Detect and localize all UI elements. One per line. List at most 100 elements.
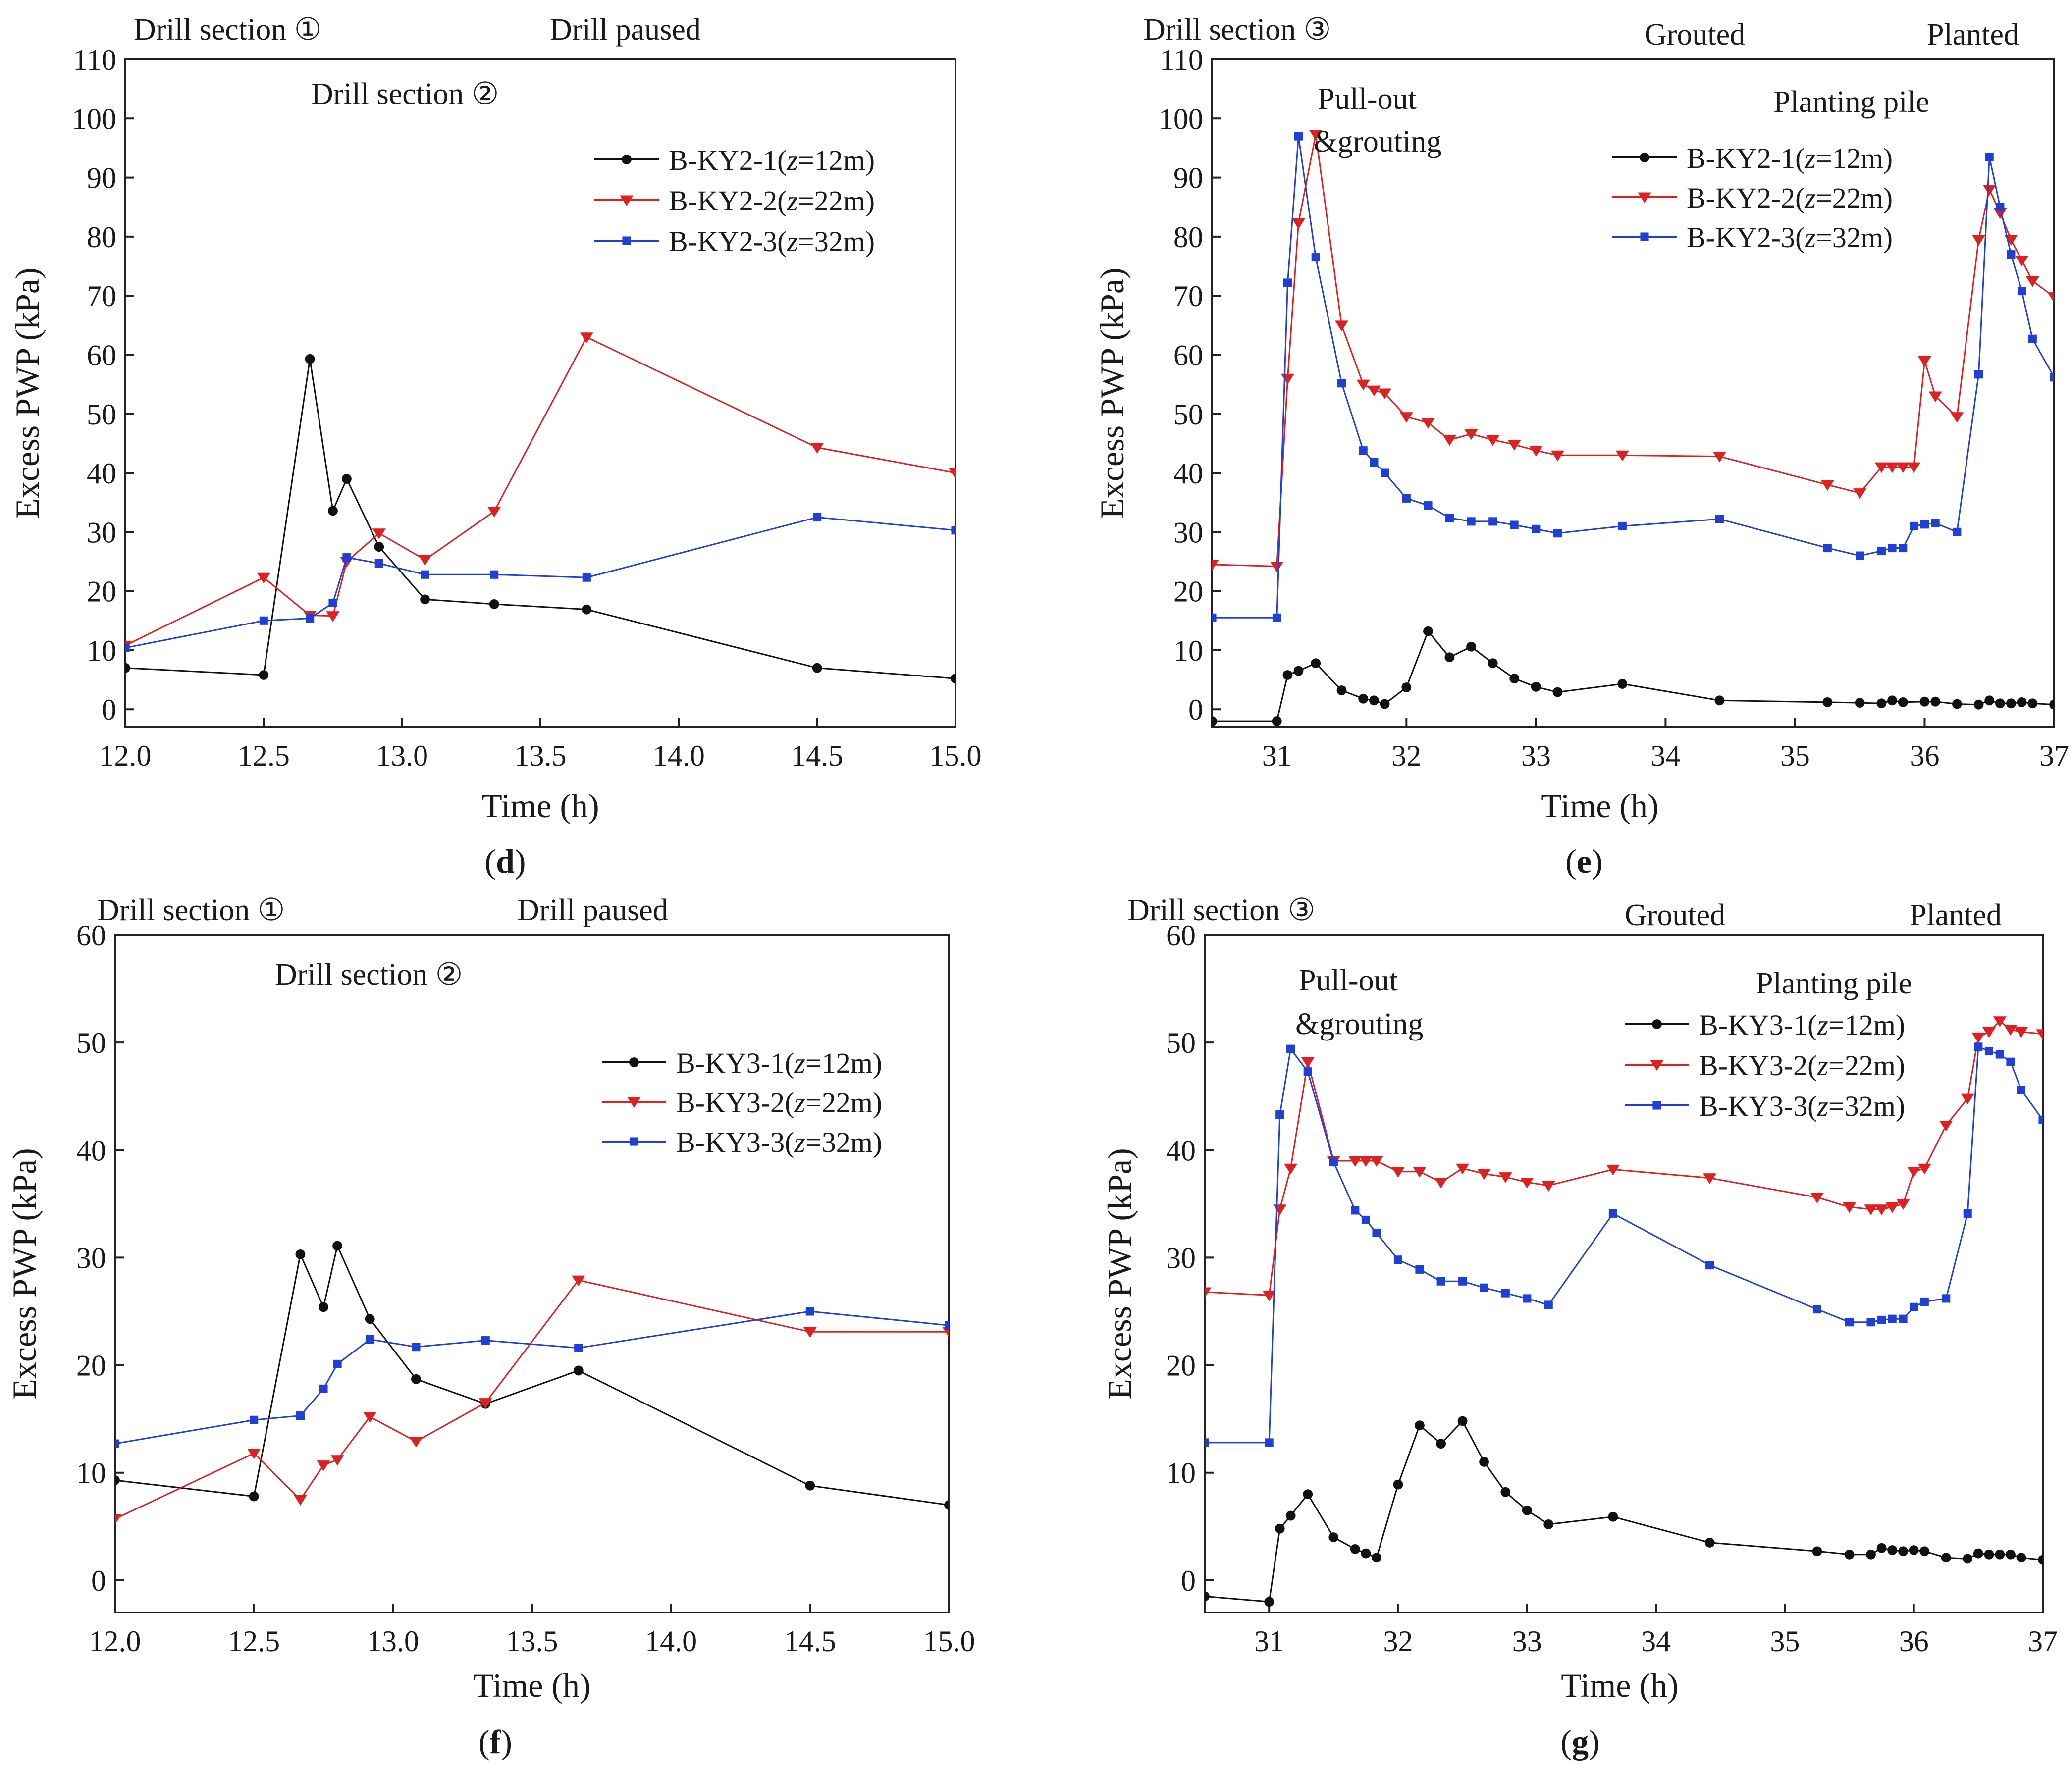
y-tick-label: 10: [76, 1457, 106, 1490]
y-tick-label: 0: [102, 693, 116, 726]
data-point: [1617, 679, 1628, 689]
panel-label-letter: e: [1577, 842, 1592, 880]
legend-label: B-KY2-3(z=32m): [669, 225, 875, 258]
data-point: [1887, 695, 1897, 706]
y-tick-label: 60: [1173, 339, 1203, 371]
x-tick-labels: 12.0 12.5 13.0 13.5 14.0 14.5 15.0: [89, 1604, 975, 1658]
x-tick-label: 37: [2028, 1625, 2058, 1658]
panel-label: (f): [478, 1723, 512, 1761]
data-point: [1378, 388, 1392, 400]
data-point: [1359, 1156, 1373, 1167]
data-point: [296, 1411, 305, 1420]
data-point: [1993, 1016, 2007, 1027]
data-point: [372, 528, 386, 539]
data-point: [1995, 698, 2005, 709]
panel-label-letter: f: [490, 1723, 502, 1761]
annotation-planting-pile: Planting pile: [1756, 967, 1912, 1000]
legend-item: B-KY3-1(z=12m): [602, 1047, 882, 1079]
data-point: [319, 1384, 328, 1393]
data-point: [1823, 543, 1832, 553]
data-point: [1283, 278, 1292, 287]
series-b-ky3-1: [115, 1241, 949, 1510]
legend-item: B-KY3-3(z=32m): [1625, 1090, 1905, 1122]
plot-frame: [114, 934, 950, 1613]
annotation-grouting: &grouting: [1314, 125, 1441, 158]
data-point: [1552, 687, 1563, 697]
plot-frame: [1204, 934, 2044, 1613]
legend-item: B-KY3-1(z=12m): [1625, 1009, 1905, 1041]
data-point: [1393, 1255, 1403, 1264]
data-point: [1356, 379, 1370, 391]
legend-marker: [622, 155, 632, 164]
x-tick-label: 31: [1254, 1625, 1284, 1658]
legend-item: B-KY2-2(z=22m): [594, 185, 875, 217]
data-point: [490, 570, 499, 579]
data-point: [1361, 1215, 1370, 1224]
legend-marker: [1650, 1060, 1664, 1071]
data-point: [1972, 235, 1986, 246]
legend-label: B-KY3-2(z=22m): [676, 1087, 882, 1119]
annotation-pull-out: Pull-out: [1318, 82, 1417, 116]
data-point: [2049, 699, 2054, 710]
annotation-pull-out: Pull-out: [1299, 964, 1398, 997]
data-point: [1480, 1283, 1488, 1292]
data-point: [1273, 1204, 1287, 1215]
panel-label: (g): [1560, 1723, 1599, 1761]
legend-marker: [629, 1057, 639, 1067]
data-point: [1488, 658, 1498, 669]
x-tick-label: 12.0: [100, 739, 152, 772]
data-point: [1907, 462, 1921, 473]
data-point: [1372, 1553, 1381, 1563]
data-point: [2047, 292, 2054, 303]
data-point: [1488, 517, 1497, 526]
y-tick-label: 30: [76, 1242, 106, 1274]
data-point: [1477, 1169, 1491, 1180]
data-point: [1888, 543, 1897, 553]
data-point: [1984, 1549, 1994, 1560]
annotation-drill-section-2: Drill section ②: [311, 77, 499, 111]
y-tick-label: 0: [91, 1564, 106, 1597]
data-point: [1522, 1505, 1532, 1515]
data-point: [1898, 697, 1908, 707]
annotation-planted: Planted: [1910, 898, 2002, 932]
legend-item: B-KY3-2(z=22m): [602, 1087, 882, 1119]
data-point: [1996, 203, 2005, 211]
data-point: [374, 542, 384, 552]
data-point: [2017, 1086, 2026, 1094]
series-b-ky2-3: [1212, 132, 2054, 622]
y-tick-label: 110: [73, 44, 116, 76]
data-point: [1810, 1193, 1824, 1203]
data-point: [411, 1374, 421, 1384]
y-tick-label: 50: [1166, 1027, 1196, 1059]
data-point: [1262, 1290, 1276, 1301]
data-point: [1361, 1548, 1371, 1559]
data-point: [1920, 520, 1929, 529]
data-point: [2016, 1553, 2026, 1563]
data-point: [374, 559, 383, 568]
series-b-ky2-1: [125, 354, 956, 684]
data-point: [1973, 1548, 1983, 1559]
data-point: [1919, 696, 1930, 707]
data-point: [1942, 1294, 1951, 1303]
series-line: [1212, 136, 2054, 619]
y-tick-label: 0: [1188, 693, 1203, 726]
data-point: [2004, 1025, 2018, 1036]
data-point: [1328, 1532, 1339, 1542]
data-point: [1714, 695, 1725, 706]
y-tick-labels: 0 10 20 30 40 50 60 70 80 90 100 110: [1159, 44, 1221, 726]
data-point: [1885, 462, 1899, 473]
data-point: [1337, 379, 1346, 388]
data-point: [1523, 1294, 1532, 1303]
data-point: [1415, 1420, 1425, 1431]
data-point: [2036, 1029, 2043, 1040]
data-point: [582, 604, 592, 615]
data-point: [1413, 1167, 1427, 1178]
annotation-drill-section-3: Drill section ③: [1143, 13, 1331, 47]
annotation-drill-paused: Drill paused: [550, 13, 701, 47]
plot-area: [1212, 130, 2054, 726]
x-tick-labels: 31 32 33 34 35 36 37: [1262, 718, 2069, 772]
data-point: [1864, 1204, 1878, 1215]
data-point: [1393, 1479, 1403, 1490]
data-point: [1853, 488, 1867, 499]
data-point: [945, 1321, 949, 1330]
